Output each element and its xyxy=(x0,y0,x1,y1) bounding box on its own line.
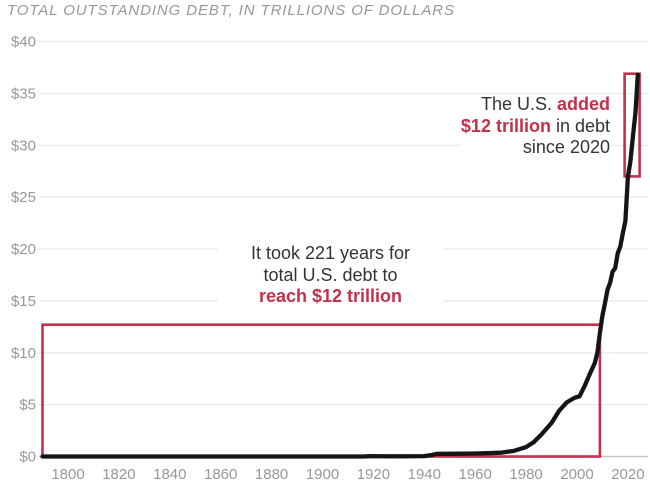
annotation-text-red: added xyxy=(556,94,610,114)
highlight-box-took-221-years xyxy=(41,323,602,458)
annotation-line: It took 221 years for xyxy=(218,243,443,265)
annotation-text: It took 221 years for xyxy=(250,243,411,263)
x-tick-label: 1840 xyxy=(153,466,186,483)
annotation-text: since 2020 xyxy=(522,137,610,157)
x-tick-label: 1920 xyxy=(357,466,390,483)
x-tick-label: 2000 xyxy=(560,466,593,483)
annotation-line: since 2020 xyxy=(461,137,610,159)
y-tick-label: $40 xyxy=(11,34,36,51)
x-tick-label: 1960 xyxy=(459,466,492,483)
highlight-box-added-since-2020 xyxy=(623,72,641,178)
y-tick-label: $15 xyxy=(11,293,36,310)
annotation-text-red: reach $12 trillion xyxy=(258,286,403,306)
y-tick-label: $35 xyxy=(11,85,36,102)
x-tick-label: 2020 xyxy=(611,466,644,483)
y-tick-label: $0 xyxy=(19,449,36,466)
chart-title: TOTAL OUTSTANDING DEBT, IN TRILLIONS OF … xyxy=(7,2,455,19)
x-tick-label: 1800 xyxy=(51,466,84,483)
x-tick-label: 1900 xyxy=(306,466,339,483)
y-tick-label: $20 xyxy=(11,241,36,258)
y-tick-label: $30 xyxy=(11,137,36,154)
x-tick-label: 1820 xyxy=(102,466,135,483)
x-tick-label: 1980 xyxy=(509,466,542,483)
annotation-added-since-2020: The U.S. added $12 trillion in debt sinc… xyxy=(460,94,610,159)
debt-line xyxy=(40,72,640,459)
annotation-line: $12 trillion in debt xyxy=(461,116,610,138)
annotation-text: in debt xyxy=(550,115,610,136)
x-tick-label: 1940 xyxy=(408,466,441,483)
annotation-took-221-years: It took 221 years for total U.S. debt to… xyxy=(218,243,443,308)
x-tick-label: 1880 xyxy=(255,466,288,483)
annotation-line: reach $12 trillion xyxy=(218,286,443,308)
y-tick-label: $5 xyxy=(19,397,36,414)
annotation-text: The U.S. xyxy=(480,94,557,114)
annotation-line: total U.S. debt to xyxy=(218,265,443,287)
annotation-text-red: $12 trillion xyxy=(460,115,551,136)
y-tick-label: $25 xyxy=(11,189,36,206)
x-tick-label: 1860 xyxy=(204,466,237,483)
y-tick-label: $10 xyxy=(11,345,36,362)
annotation-line: The U.S. added xyxy=(461,94,610,116)
annotation-text: total U.S. debt to xyxy=(263,264,398,285)
